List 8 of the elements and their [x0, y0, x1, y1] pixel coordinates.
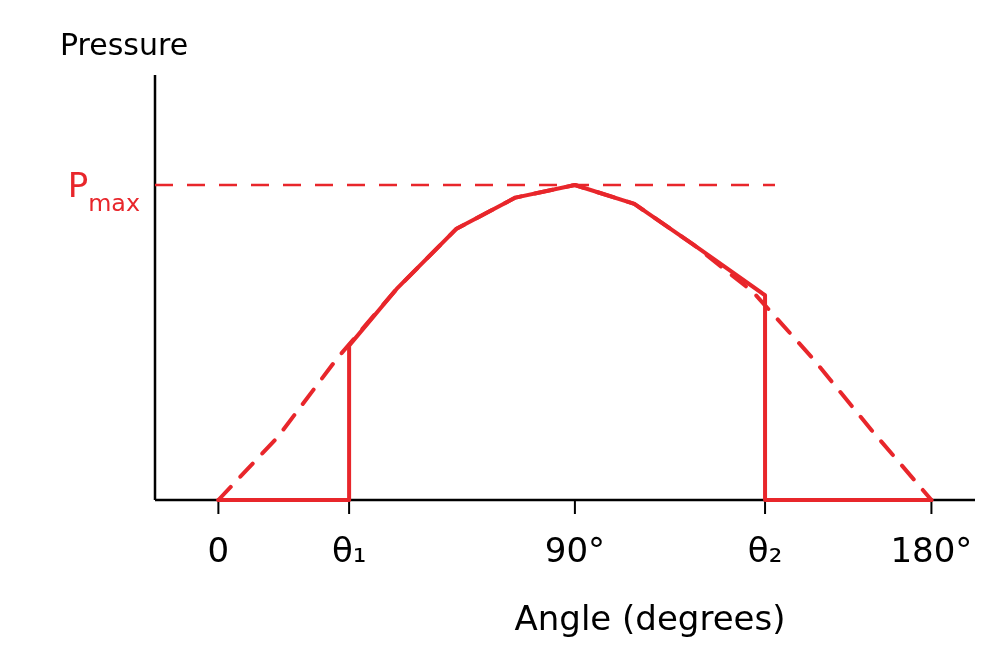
x-tick-label: 180° — [890, 530, 973, 570]
x-tick-label: 90° — [544, 530, 606, 570]
x-tick-label: θ₂ — [747, 530, 783, 570]
x-tick-label: 0 — [207, 530, 230, 570]
x-tick-label: θ₁ — [331, 530, 367, 570]
y-axis-title: Pressure — [60, 27, 189, 62]
x-axis-title: Angle (degrees) — [514, 598, 786, 638]
ref-line-label: P$_{max}$ — [67, 165, 140, 217]
